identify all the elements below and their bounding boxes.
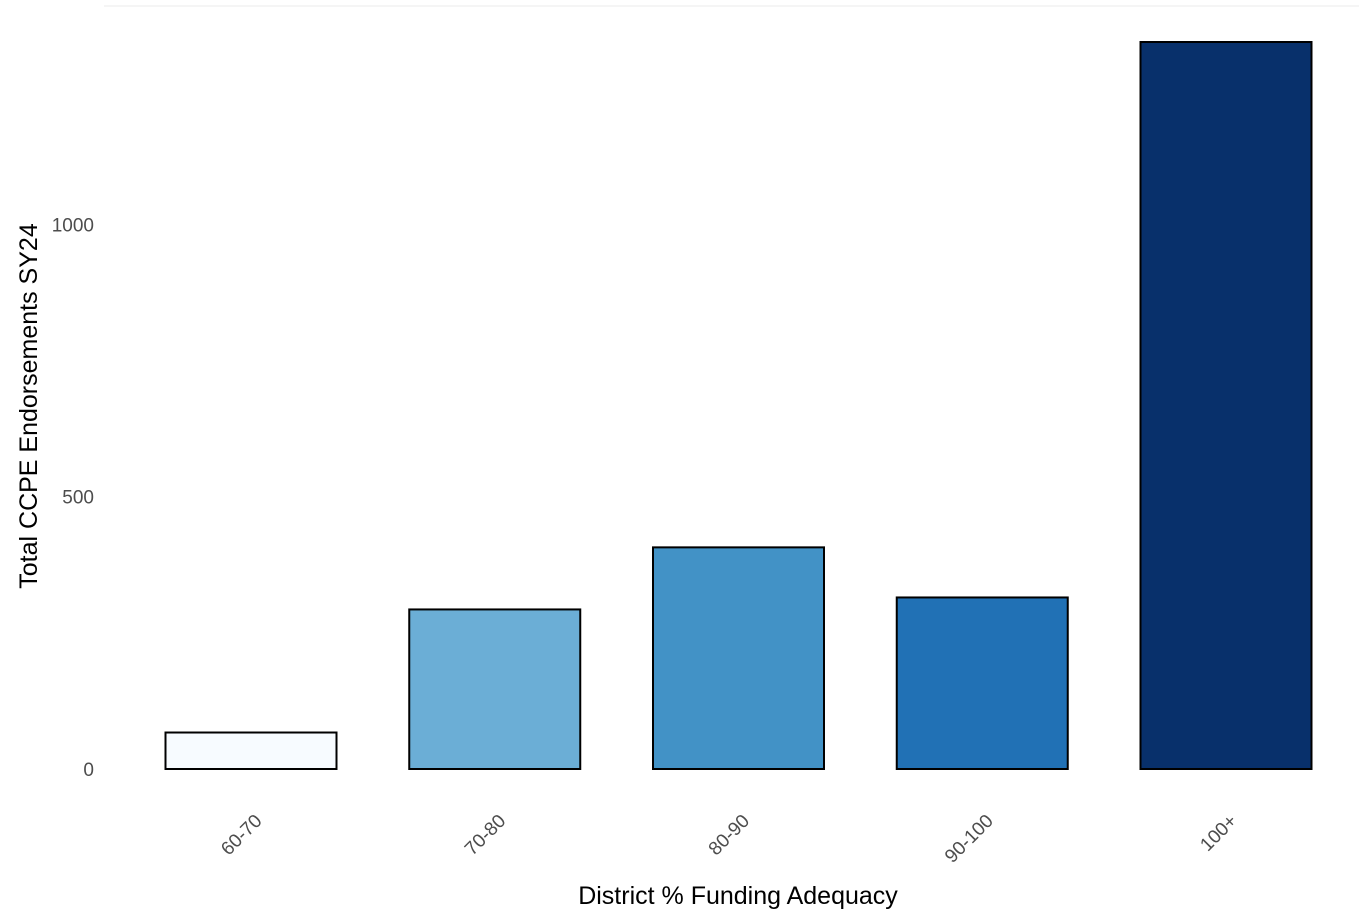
x-axis-ticks: 60-70 70-80 80-90 90-100 100+	[217, 811, 1241, 868]
bar-60-70	[164, 731, 338, 770]
x-tick-label: 90-100	[941, 811, 998, 868]
bar-70-80	[408, 608, 582, 771]
bars-group	[164, 41, 1313, 771]
y-axis-title: Total CCPE Endorsements SY24	[15, 223, 43, 589]
bar-80-90	[652, 546, 825, 770]
y-tick-label: 0	[83, 760, 94, 781]
y-tick-label: 1000	[52, 215, 94, 236]
x-tick-label: 100+	[1196, 811, 1241, 856]
x-tick-label: 80-90	[705, 811, 754, 860]
bar-90-100	[895, 596, 1069, 771]
x-axis-title: District % Funding Adequacy	[578, 882, 898, 910]
y-tick-label: 500	[62, 488, 94, 509]
y-axis-ticks: 0 500 1000	[52, 215, 94, 781]
x-tick-label: 60-70	[217, 811, 266, 860]
bar-100+	[1139, 41, 1313, 770]
x-tick-label: 70-80	[461, 811, 510, 860]
